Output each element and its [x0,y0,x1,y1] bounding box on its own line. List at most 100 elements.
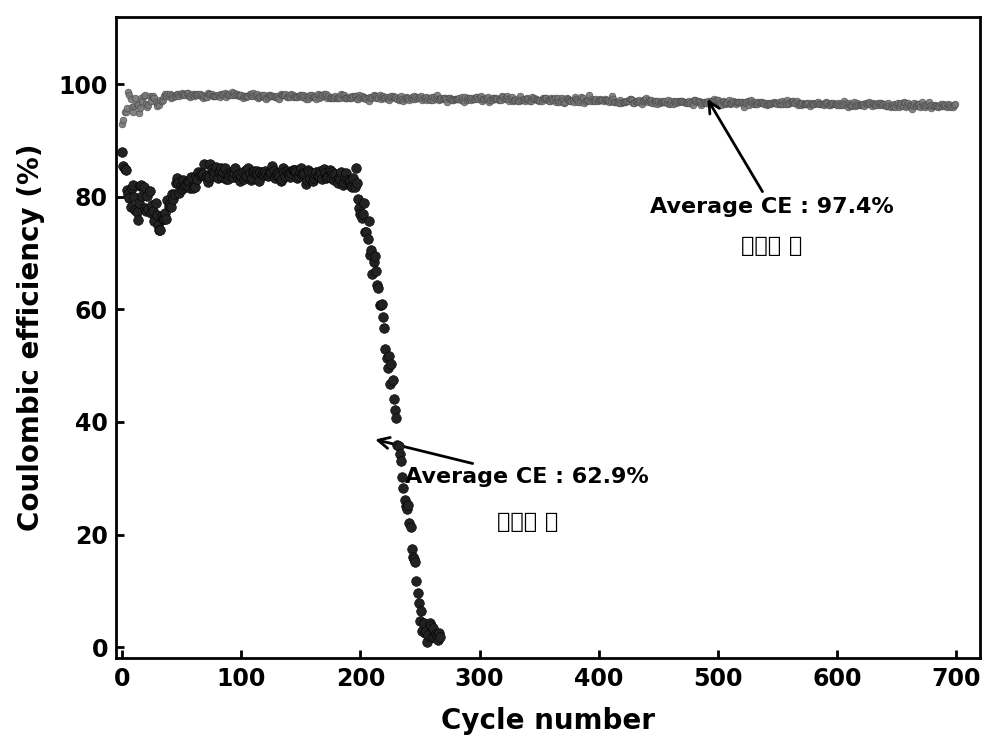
Point [773,99,789,111]
Point [192,168,208,180]
Point [255,165,271,177]
Point [408,575,424,587]
Point [274,173,290,185]
Point [151,224,167,236]
Point [139,190,155,202]
Point [220,89,236,102]
Point [442,92,458,105]
Point [292,166,308,178]
Point [780,99,796,111]
Point [858,97,874,109]
Point [298,92,314,105]
Point [151,99,167,111]
Point [195,92,211,105]
Point [556,98,572,110]
Point [117,162,133,174]
Point [570,96,586,108]
Point [352,91,368,103]
Point [686,94,702,106]
Point [647,95,663,107]
Text: Average CE : 62.9%: Average CE : 62.9% [378,438,649,487]
Point [325,92,341,104]
Point [138,205,154,217]
Point [254,89,270,102]
Point [435,92,451,105]
Point [362,92,378,104]
Point [381,94,397,106]
Point [611,97,627,109]
Point [694,97,710,109]
Point [530,94,546,106]
Point [815,98,831,110]
Point [301,91,317,103]
Point [280,167,296,179]
Point [604,90,620,102]
Point [398,500,414,512]
Point [425,94,441,106]
Point [573,91,589,103]
Point [408,91,424,103]
Point [354,212,370,224]
Point [132,102,148,114]
Point [733,96,749,108]
Point [855,99,871,111]
Point [144,91,160,103]
Point [366,89,382,102]
Point [487,93,503,105]
Point [839,99,855,111]
Point [285,89,301,102]
Point [399,92,415,104]
Point [404,90,420,102]
Point [937,99,953,111]
Point [412,614,428,626]
Point [273,88,289,100]
Point [345,172,361,184]
Point [486,92,502,104]
Point [189,89,205,101]
Point [625,97,641,109]
Point [373,92,389,105]
Point [467,93,483,105]
Point [469,91,485,103]
Point [238,164,254,176]
Point [173,180,189,193]
Point [574,94,590,106]
Point [149,209,165,221]
Point [336,89,352,101]
Point [196,158,212,170]
Point [572,96,588,108]
Point [190,166,206,178]
Point [898,101,914,113]
Point [375,89,391,102]
Point [706,93,722,105]
Point [252,90,268,102]
Point [399,502,415,514]
Point [420,92,436,105]
Point [124,182,140,194]
Point [715,96,731,108]
Point [526,92,542,104]
Point [406,553,422,565]
Point [333,166,349,178]
Text: 实施例 二: 实施例 二 [741,236,802,256]
Point [742,95,758,107]
Point [774,95,790,107]
Point [495,91,511,103]
Point [700,95,716,107]
Point [268,168,284,180]
Point [121,89,137,101]
Point [164,188,180,200]
Point [749,98,765,110]
Point [862,99,878,111]
Point [879,100,895,112]
Point [654,95,670,107]
Point [797,99,813,111]
Point [507,94,523,106]
Point [761,98,777,110]
Point [817,97,833,109]
Point [195,168,211,180]
Point [296,91,312,103]
Point [517,95,533,107]
Point [943,101,959,113]
Point [800,97,816,109]
